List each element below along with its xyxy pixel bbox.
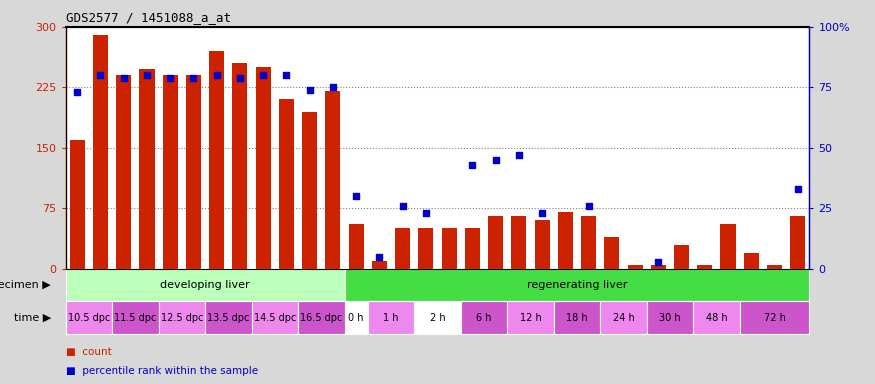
Bar [511, 217, 527, 269]
Point [140, 72, 154, 78]
Bar [368, 301, 414, 334]
Text: ■  percentile rank within the sample: ■ percentile rank within the sample [66, 366, 258, 376]
Bar [396, 228, 410, 269]
Bar [581, 217, 596, 269]
Bar [158, 301, 205, 334]
Point [94, 72, 108, 78]
Bar [298, 301, 345, 334]
Bar [488, 217, 503, 269]
Point [233, 74, 247, 81]
Bar [651, 265, 666, 269]
Point [279, 72, 293, 78]
Bar [418, 228, 433, 269]
Bar [233, 63, 248, 269]
Text: 16.5 dpc: 16.5 dpc [300, 313, 342, 323]
Bar [461, 301, 507, 334]
Text: regenerating liver: regenerating liver [527, 280, 627, 290]
Point [164, 74, 178, 81]
Bar [66, 269, 345, 301]
Bar [693, 301, 739, 334]
Point [536, 210, 550, 216]
Bar [112, 301, 158, 334]
Bar [442, 228, 457, 269]
Point [326, 84, 340, 91]
Point [512, 152, 526, 158]
Point [466, 162, 480, 168]
Bar [326, 91, 340, 269]
Point [210, 72, 224, 78]
Point [70, 89, 84, 95]
Bar [767, 265, 782, 269]
Text: 11.5 dpc: 11.5 dpc [114, 313, 157, 323]
Bar [372, 261, 387, 269]
Bar [739, 301, 809, 334]
Bar [93, 35, 108, 269]
Text: 12 h: 12 h [520, 313, 542, 323]
Point [582, 203, 596, 209]
Bar [647, 301, 693, 334]
Text: 10.5 dpc: 10.5 dpc [67, 313, 110, 323]
Text: 18 h: 18 h [566, 313, 588, 323]
Text: 14.5 dpc: 14.5 dpc [254, 313, 296, 323]
Point [349, 193, 363, 199]
Bar [557, 212, 573, 269]
Text: 12.5 dpc: 12.5 dpc [161, 313, 203, 323]
Text: time ▶: time ▶ [13, 313, 51, 323]
Bar [605, 237, 620, 269]
Bar [116, 75, 131, 269]
Bar [345, 269, 809, 301]
Point [186, 74, 200, 81]
Bar [627, 265, 642, 269]
Bar [600, 301, 647, 334]
Text: 1 h: 1 h [383, 313, 399, 323]
Point [651, 258, 665, 265]
Bar [279, 99, 294, 269]
Bar [186, 75, 201, 269]
Bar [554, 301, 600, 334]
Point [396, 203, 410, 209]
Text: 24 h: 24 h [612, 313, 634, 323]
Text: developing liver: developing liver [160, 280, 250, 290]
Point [303, 87, 317, 93]
Bar [674, 245, 690, 269]
Bar [720, 224, 736, 269]
Bar [744, 253, 759, 269]
Point [488, 157, 502, 163]
Bar [255, 67, 270, 269]
Text: 2 h: 2 h [430, 313, 445, 323]
Text: specimen ▶: specimen ▶ [0, 280, 51, 290]
Point [116, 74, 130, 81]
Text: 0 h: 0 h [348, 313, 364, 323]
Bar [414, 301, 461, 334]
Text: 13.5 dpc: 13.5 dpc [207, 313, 249, 323]
Bar [163, 75, 178, 269]
Bar [70, 140, 85, 269]
Bar [697, 265, 712, 269]
Point [256, 72, 270, 78]
Text: 72 h: 72 h [764, 313, 786, 323]
Text: 6 h: 6 h [476, 313, 492, 323]
Bar [535, 220, 550, 269]
Text: ■  count: ■ count [66, 347, 111, 357]
Bar [345, 301, 368, 334]
Bar [252, 301, 298, 334]
Text: 48 h: 48 h [705, 313, 727, 323]
Bar [139, 69, 155, 269]
Bar [507, 301, 554, 334]
Point [419, 210, 433, 216]
Text: GDS2577 / 1451088_a_at: GDS2577 / 1451088_a_at [66, 11, 231, 24]
Bar [209, 51, 224, 269]
Point [373, 253, 387, 260]
Bar [465, 228, 480, 269]
Bar [205, 301, 252, 334]
Bar [302, 112, 318, 269]
Bar [790, 217, 805, 269]
Point [791, 186, 805, 192]
Text: 30 h: 30 h [659, 313, 681, 323]
Bar [66, 301, 112, 334]
Bar [348, 224, 364, 269]
